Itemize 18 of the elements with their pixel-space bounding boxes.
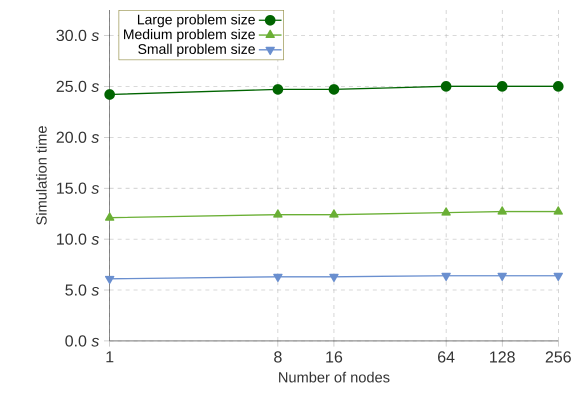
y-tick-label: 10.0 s xyxy=(57,234,99,245)
x-tick-label: 128 xyxy=(490,351,515,363)
x-tick-label: 64 xyxy=(438,351,455,363)
y-tick-label: 20.0 s xyxy=(56,132,99,144)
y-tick-label: 25.0 s xyxy=(56,80,99,92)
y-axis-title: Simulation time xyxy=(36,126,47,225)
x-tick-label: 8 xyxy=(274,351,282,363)
x-axis-title: Number of nodes xyxy=(279,372,390,383)
x-tick-label: 16 xyxy=(326,351,342,363)
y-tick-label: 5.0 s xyxy=(65,284,99,296)
x-tick-label: 256 xyxy=(546,351,571,363)
y-tick-label: 0.0 s xyxy=(65,335,99,347)
legend-label: Large problem size xyxy=(138,14,255,28)
legend-label: Medium problem size xyxy=(124,29,255,42)
legend-label: Small problem size xyxy=(138,44,255,57)
x-tick-label: 1 xyxy=(106,351,114,362)
y-tick-label: 30.0 s xyxy=(56,30,99,42)
y-tick-label: 15.0 s xyxy=(57,182,99,194)
